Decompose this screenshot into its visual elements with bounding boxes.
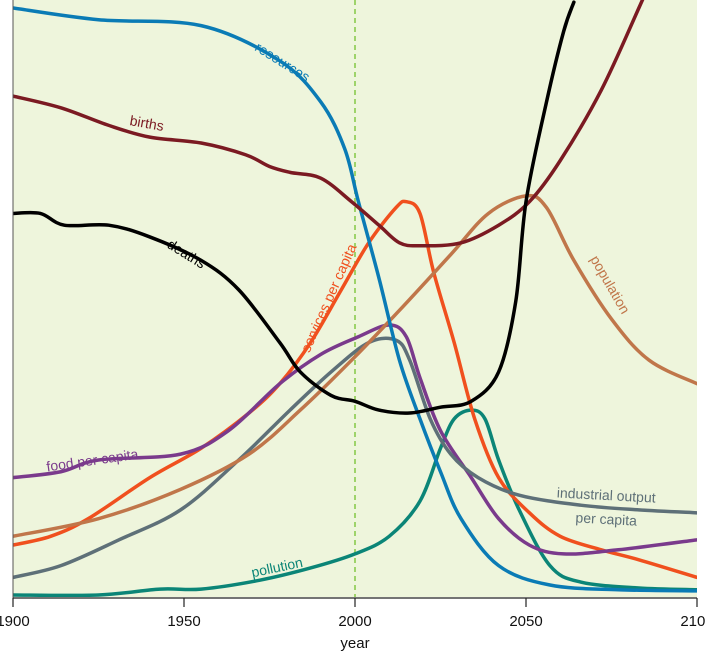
series-layer — [13, 0, 697, 597]
series-label-industrial-output-per-capita: per capita — [575, 509, 637, 528]
series-line-resources — [13, 6, 697, 593]
series-label-births: births — [129, 112, 165, 134]
x-ticks: 1900 1950 2000 2050 2100 — [0, 598, 705, 630]
x-tick-label: 2000 — [338, 613, 371, 630]
x-tick-label: 2100 — [680, 613, 705, 630]
x-tick-label: 1900 — [0, 613, 30, 630]
series-label-industrial-output-per-capita: industrial output — [556, 484, 656, 505]
x-tick-label: 2050 — [509, 613, 542, 630]
series-line-population — [13, 193, 697, 539]
x-tick-label: 1950 — [167, 613, 200, 630]
series-line-food-per-capita — [13, 323, 697, 556]
series-line-births — [13, 0, 645, 248]
series-line-services-per-capita — [13, 199, 697, 580]
series-line-pollution — [13, 408, 697, 597]
series-line-deaths — [13, 0, 576, 415]
x-axis-label: year — [340, 635, 369, 652]
